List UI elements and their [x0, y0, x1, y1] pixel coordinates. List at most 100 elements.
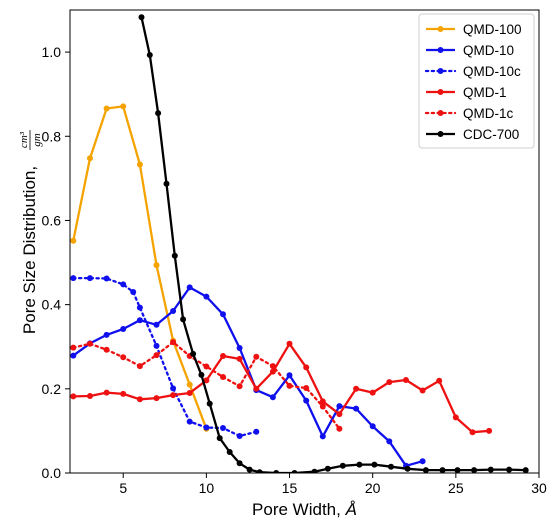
legend-label: CDC-700	[463, 127, 519, 142]
data-point	[206, 400, 213, 407]
data-point	[371, 461, 378, 468]
legend-marker	[437, 68, 444, 74]
data-point	[70, 237, 77, 244]
data-point	[170, 308, 177, 314]
data-point	[138, 14, 145, 21]
y-tick-label: 0.0	[42, 465, 62, 481]
data-point	[120, 281, 127, 288]
data-point	[253, 385, 260, 392]
y-tick-label: 0.2	[42, 381, 62, 397]
data-point	[469, 429, 476, 436]
series-line	[72, 286, 423, 467]
data-point	[487, 466, 494, 473]
y-tick-label: 0.4	[42, 297, 62, 313]
data-point	[273, 470, 280, 473]
data-point	[236, 383, 243, 390]
y-tick-label: 0.8	[42, 128, 62, 144]
data-point	[120, 354, 127, 361]
data-point	[319, 398, 326, 405]
legend-entry: CDC-700	[426, 127, 519, 142]
data-point	[203, 363, 210, 370]
data-point	[186, 418, 193, 425]
data-point	[336, 411, 343, 418]
data-point	[130, 289, 137, 295]
data-point	[324, 465, 331, 472]
legend-marker	[437, 110, 444, 116]
data-point	[220, 425, 226, 431]
data-point	[180, 316, 187, 323]
x-tick-label: 5	[119, 480, 127, 496]
data-point	[506, 466, 513, 473]
legend-marker	[437, 26, 444, 32]
data-point	[286, 340, 293, 347]
data-point	[203, 293, 210, 300]
data-point	[369, 389, 376, 396]
series-line	[72, 105, 208, 430]
data-point	[87, 340, 93, 347]
data-point	[171, 252, 178, 259]
data-point	[388, 463, 394, 470]
data-point	[170, 392, 177, 399]
data-point	[336, 425, 343, 432]
data-point	[291, 470, 298, 473]
data-point	[253, 428, 260, 435]
data-point	[486, 427, 493, 434]
y-axis-unit-numerator: cm³	[18, 131, 30, 148]
legend-entry: QMD-10	[426, 43, 514, 58]
x-tick-label: 30	[531, 480, 547, 496]
data-point	[203, 377, 210, 384]
data-point	[190, 350, 197, 357]
data-point	[286, 382, 293, 389]
data-point	[155, 110, 162, 117]
data-point	[256, 469, 263, 473]
x-axis-label: Pore Width, Å	[252, 500, 357, 519]
data-point	[319, 403, 326, 410]
data-point	[419, 458, 426, 465]
series-qmd-10c	[70, 275, 260, 439]
legend-marker	[437, 131, 444, 137]
data-point	[220, 353, 226, 359]
data-point	[198, 371, 205, 378]
data-point	[226, 449, 233, 455]
data-point	[136, 161, 143, 168]
data-point	[522, 467, 529, 473]
legend-marker	[437, 89, 444, 95]
data-point	[220, 311, 226, 318]
data-point	[253, 353, 260, 360]
data-point	[70, 393, 77, 400]
data-point	[103, 389, 110, 396]
data-point	[436, 377, 443, 384]
data-point	[120, 103, 127, 110]
data-point	[153, 262, 160, 269]
data-point	[356, 461, 363, 468]
data-point	[386, 438, 393, 445]
series-qmd-1	[70, 340, 493, 436]
legend-box	[418, 13, 535, 149]
data-point	[170, 339, 177, 346]
data-point	[339, 462, 346, 469]
data-point	[153, 352, 160, 359]
data-point	[87, 275, 93, 282]
data-point	[319, 433, 326, 440]
data-point	[303, 397, 310, 404]
series-line	[72, 340, 341, 430]
series-qmd-100	[70, 103, 210, 432]
series-cdc-700	[138, 14, 529, 473]
data-point	[452, 414, 459, 421]
data-point	[70, 352, 77, 359]
data-point	[454, 467, 461, 473]
data-point	[386, 379, 393, 386]
data-point	[269, 363, 276, 370]
data-point	[246, 466, 253, 473]
data-point	[353, 385, 360, 392]
legend: QMD-100 QMD-10 QMD-10c QMD-1 QMD-1c CDC-700	[418, 13, 535, 149]
data-point	[136, 396, 143, 403]
data-point	[203, 424, 210, 431]
x-axis-label-unit: Å	[345, 500, 357, 519]
data-point	[186, 381, 193, 388]
legend-entry: QMD-10c	[424, 64, 521, 79]
data-point	[103, 275, 110, 282]
data-point	[336, 403, 343, 410]
data-point	[311, 468, 318, 473]
